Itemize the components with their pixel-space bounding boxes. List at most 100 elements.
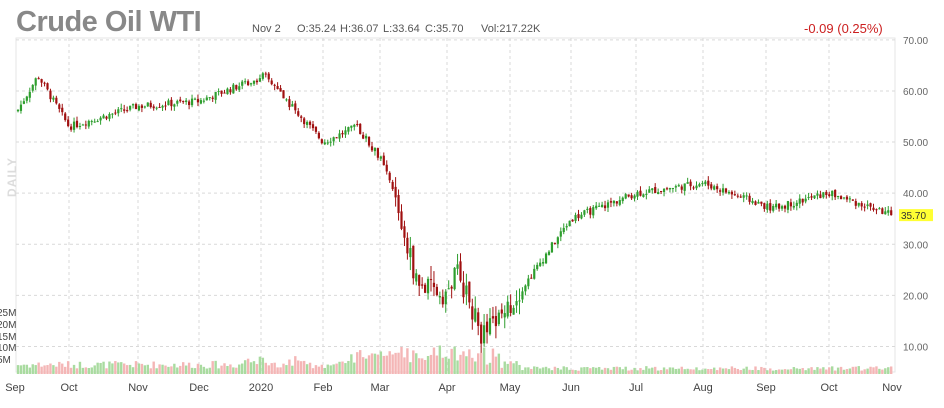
volume-bar [624, 366, 627, 374]
volume-bar [816, 367, 819, 374]
candle-body [828, 194, 831, 197]
volume-bar [155, 368, 158, 374]
candle-body [881, 208, 884, 214]
candle-body [801, 198, 804, 203]
volume-bar [111, 363, 114, 374]
volume-bar [474, 361, 477, 374]
volume-bar [742, 368, 745, 374]
candle-body [745, 195, 748, 197]
volume-bar [350, 354, 353, 374]
candle-body [450, 286, 453, 289]
volume-bar [745, 366, 748, 374]
candle-body [639, 190, 642, 196]
volume-bar [789, 369, 793, 374]
candle-body [556, 237, 559, 244]
volume-bar [55, 366, 58, 374]
volume-bar [25, 364, 29, 374]
candle-body [43, 82, 46, 84]
candle-body [848, 198, 851, 200]
candle-body [884, 211, 887, 215]
volume-bar [488, 362, 492, 374]
candle-body [645, 193, 648, 195]
volume-bar [102, 361, 105, 374]
volume-bar [825, 369, 828, 374]
candle-body [863, 206, 866, 208]
volume-bar [683, 369, 686, 374]
volume-bar [400, 346, 403, 374]
candle-body [447, 288, 450, 290]
candle-body [453, 267, 456, 290]
candle-body [854, 201, 857, 206]
candle-body [93, 121, 96, 123]
candle-body [270, 80, 273, 85]
volume-bar [733, 367, 737, 374]
volume-bar [627, 370, 630, 374]
volume-bar [597, 367, 601, 374]
x-tick-label: Jul [629, 382, 643, 394]
volume-bar [415, 353, 418, 374]
volume-bar [40, 366, 43, 374]
candle-body [890, 210, 893, 216]
candle-body [778, 203, 781, 209]
candle-body [418, 275, 421, 286]
volume-bar [512, 363, 515, 374]
candle-body [506, 301, 509, 317]
volume-bar [108, 361, 111, 374]
volume-bar [801, 368, 804, 374]
volume-bar [338, 361, 341, 374]
volume-bar [822, 367, 825, 374]
candle-body [276, 86, 279, 90]
candle-body [117, 109, 120, 114]
volume-bar [506, 363, 509, 374]
volume-bar [397, 352, 400, 374]
volume-bar [193, 368, 197, 374]
volume-bar [713, 367, 716, 374]
volume-bar [730, 366, 734, 374]
candle-body [648, 189, 651, 193]
volume-bar [777, 369, 781, 374]
candle-body [621, 197, 624, 202]
candle-body [713, 186, 716, 190]
volume-bar [285, 365, 288, 374]
volume-bar [84, 367, 88, 374]
candle-body [173, 104, 176, 107]
candle-body [297, 111, 300, 116]
volume-bar [58, 361, 61, 374]
volume-bar [760, 366, 763, 374]
volume-bar [332, 364, 335, 374]
candle-body [515, 301, 518, 306]
volume-bar [232, 367, 235, 374]
candle-body [627, 194, 630, 197]
volume-bar [382, 355, 385, 374]
volume-bar [184, 365, 188, 374]
candle-body [615, 201, 618, 204]
volume-bar [329, 365, 332, 374]
candle-body [724, 188, 728, 193]
candle-body [314, 126, 318, 132]
candle-body [241, 81, 244, 86]
candle-body [568, 220, 571, 227]
x-tick-label: Nov [882, 382, 902, 394]
volume-bar [701, 369, 704, 374]
candle-body [134, 104, 138, 110]
volume-bar [715, 370, 719, 374]
volume-bar [878, 368, 881, 374]
volume-bar [595, 367, 598, 374]
volume-bar [376, 354, 380, 374]
volume-bar [736, 368, 739, 374]
volume-bar [609, 369, 613, 374]
volume-bar [270, 363, 273, 374]
chart-title: Crude Oil WTI [16, 6, 202, 38]
candle-body [126, 110, 129, 112]
candle-body [719, 190, 722, 192]
volume-bar [577, 370, 580, 374]
candle-body [642, 194, 645, 197]
candle-body [668, 188, 672, 190]
volume-bar [81, 367, 85, 374]
candle-body [282, 90, 285, 99]
volume-bar [751, 369, 754, 374]
volume-tick-label: 25M [0, 308, 16, 319]
candle-body [483, 325, 486, 344]
volume-bar [479, 352, 483, 374]
volume-bar [574, 370, 577, 374]
